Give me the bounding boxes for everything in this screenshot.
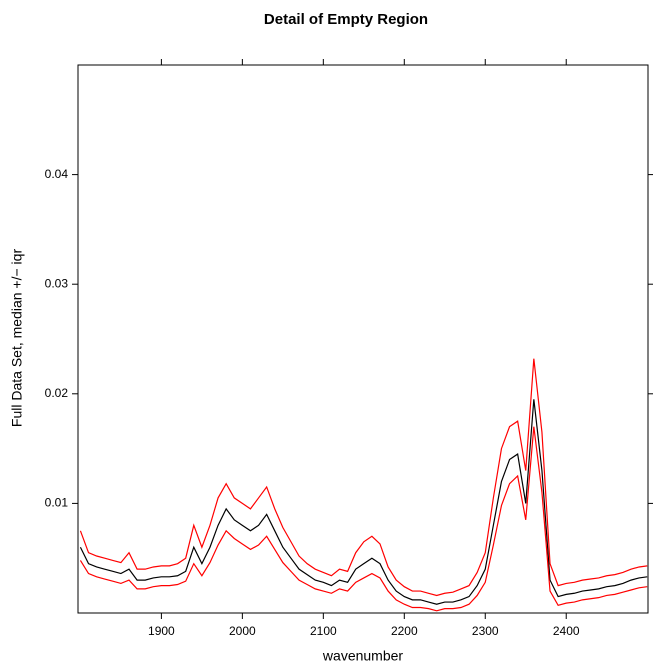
x-axis-label: wavenumber bbox=[322, 648, 403, 664]
plot-frame bbox=[77, 64, 649, 614]
y-tick-label: 0.01 bbox=[45, 496, 69, 510]
x-tick-label: 2100 bbox=[310, 624, 337, 638]
y-tick-label: 0.04 bbox=[45, 167, 69, 181]
x-tick-label: 2300 bbox=[472, 624, 499, 638]
x-tick-label: 2200 bbox=[391, 624, 418, 638]
x-tick-label: 2000 bbox=[229, 624, 256, 638]
chart-title: Detail of Empty Region bbox=[264, 11, 428, 28]
x-tick-label: 1900 bbox=[148, 624, 175, 638]
series-line bbox=[79, 399, 648, 605]
series-line bbox=[79, 426, 648, 612]
y-tick-label: 0.03 bbox=[45, 276, 69, 290]
y-axis-label: Full Data Set, median +/− iqr bbox=[9, 249, 25, 428]
x-tick-label: 2400 bbox=[553, 624, 580, 638]
y-tick-label: 0.02 bbox=[45, 386, 69, 400]
series-line bbox=[79, 358, 648, 597]
